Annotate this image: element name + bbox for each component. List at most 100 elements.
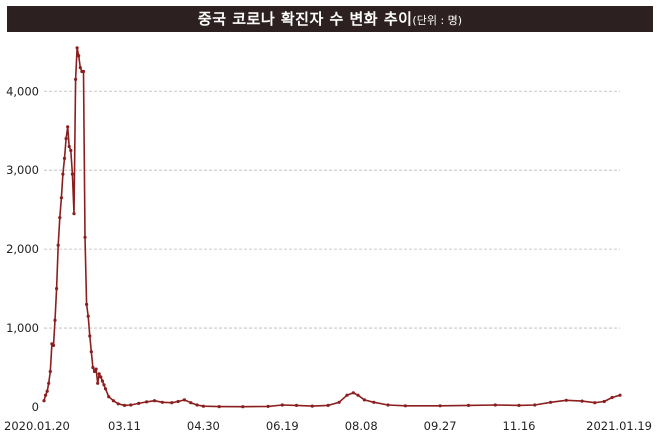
data-point: [61, 172, 65, 176]
data-point: [51, 343, 56, 347]
data-point: [201, 404, 205, 408]
data-point: [517, 403, 521, 407]
data-point: [189, 401, 193, 405]
data-point: [466, 403, 471, 407]
data-point: [533, 403, 537, 407]
data-point: [345, 393, 349, 397]
y-tick-label: 1,000: [6, 321, 39, 335]
data-point: [45, 389, 49, 393]
data-point: [182, 398, 186, 402]
data-point: [129, 403, 133, 407]
y-tick-label: 0: [32, 400, 39, 414]
data-point: [78, 66, 82, 70]
data-point: [195, 403, 199, 407]
data-point: [42, 399, 46, 403]
data-point: [280, 403, 284, 407]
data-point: [111, 399, 115, 403]
x-tick-label: 08.08: [345, 419, 378, 433]
data-point: [152, 399, 157, 403]
data-point: [64, 137, 68, 141]
data-point: [310, 404, 314, 408]
x-axis-ticks: 2020.01.20 03.11 04.30 06.19 08.08 09.27 11.16…: [4, 419, 652, 433]
data-point: [618, 393, 622, 397]
data-point: [48, 369, 52, 374]
data-point: [266, 404, 270, 408]
data-point: [96, 381, 100, 385]
data-point: [137, 401, 141, 405]
data-point: [362, 398, 366, 402]
data-point: [100, 379, 104, 383]
data-point: [102, 383, 106, 387]
data-point: [103, 387, 108, 391]
data-point: [47, 381, 51, 385]
data-point: [72, 212, 76, 216]
data-point: [89, 350, 93, 354]
data-point: [58, 216, 62, 220]
data-point: [77, 54, 81, 58]
data-point: [145, 400, 149, 404]
data-point: [74, 77, 78, 81]
data-point: [564, 398, 568, 402]
data-point: [386, 403, 390, 407]
x-tick-label: 09.27: [424, 419, 457, 433]
data-point: [97, 372, 101, 376]
data-point: [326, 403, 330, 407]
chart-title-bar: 중국 코로나 확진자 수 변화 추이(단위 : 명): [7, 6, 653, 32]
y-tick-label: 3,000: [6, 163, 39, 177]
data-point: [351, 391, 355, 395]
data-point: [372, 400, 376, 404]
data-point: [241, 405, 245, 409]
data-point: [99, 375, 103, 379]
data-point: [91, 365, 95, 370]
data-point: [356, 393, 360, 397]
data-point: [69, 148, 73, 153]
data-point: [549, 400, 553, 404]
data-point: [116, 402, 120, 406]
y-tick-label: 4,000: [6, 84, 39, 98]
data-point: [70, 172, 74, 176]
data-point: [580, 399, 584, 403]
chart-unit: (단위 : 명): [412, 14, 463, 27]
data-point: [59, 196, 64, 200]
data-point: [610, 395, 614, 400]
data-point: [217, 405, 221, 409]
data-point: [438, 404, 442, 408]
data-point: [176, 399, 180, 404]
data-point: [403, 404, 407, 408]
data-points: [42, 46, 622, 409]
data-point: [170, 401, 174, 405]
data-point: [44, 393, 48, 397]
x-tick-label: 03.11: [108, 419, 141, 433]
chart-title: 중국 코로나 확진자 수 변화 추이: [197, 10, 413, 28]
x-tick-label: 2021.01.19: [586, 419, 652, 433]
data-point: [81, 69, 86, 74]
y-tick-label: 2,000: [6, 242, 39, 256]
data-point: [602, 399, 606, 404]
data-point: [294, 403, 299, 407]
data-point: [122, 403, 127, 407]
data-point: [94, 367, 98, 371]
data-point: [337, 400, 341, 404]
data-point: [62, 156, 67, 160]
data-point: [493, 403, 497, 407]
data-point: [88, 334, 92, 338]
data-point: [55, 287, 59, 291]
x-tick-label: 11.16: [503, 419, 536, 433]
y-axis-ticks: 0 1,000 2,000 3,000 4,000: [6, 84, 39, 414]
x-tick-label: 04.30: [187, 419, 220, 433]
data-point: [83, 235, 87, 239]
data-point: [593, 401, 597, 405]
data-point: [160, 400, 164, 404]
grid-lines: [44, 90, 620, 329]
data-point: [53, 318, 57, 322]
data-point: [66, 125, 70, 129]
data-point: [85, 302, 89, 306]
data-point: [56, 243, 60, 247]
x-tick-label: 06.19: [266, 419, 299, 433]
series-line: [43, 47, 621, 408]
data-point: [67, 144, 71, 149]
data-point: [107, 395, 111, 399]
data-point: [75, 46, 79, 50]
data-point: [92, 369, 97, 374]
